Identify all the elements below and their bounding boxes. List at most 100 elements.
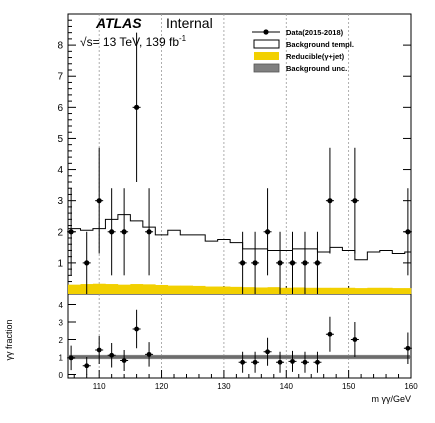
data-point (84, 260, 90, 266)
legend-data-label: Data(2015-2018) (286, 28, 344, 37)
main-y-tick-label: 8 (57, 41, 63, 52)
ratio-data-points (67, 309, 412, 375)
ratio-y-axis-title: γγ fraction (4, 319, 14, 360)
reducible-bin (342, 287, 356, 294)
data-point (240, 260, 246, 266)
data-point (146, 351, 152, 357)
ratio-ticks: 0 1 2 3 4 110 120 130 140 150 160 (59, 286, 418, 391)
data-point (146, 229, 152, 235)
x-axis-title: m γγ/GeV (371, 394, 411, 404)
data-point (352, 198, 358, 204)
data-point (68, 355, 74, 361)
background-uncertainty-band (68, 354, 411, 360)
data-point (315, 359, 320, 365)
reducible-bin (354, 288, 368, 294)
main-panel-frame (67, 13, 412, 295)
legend-background-label: Background templ. (286, 40, 354, 49)
reducible-bin (130, 284, 144, 294)
data-point (121, 358, 127, 363)
background-template-histogram (68, 214, 411, 261)
ratio-y-tick-label: 4 (59, 301, 64, 310)
energy-label-text: √s= 13 TeV, 139 fb (80, 35, 179, 49)
main-y-tick-label: 5 (57, 134, 63, 145)
legend-item-background: Background templ. (253, 39, 354, 49)
reducible-bin (329, 287, 343, 294)
main-y-tick-label: 4 (57, 165, 63, 176)
legend-reducible-swatch (254, 52, 279, 60)
data-point (252, 260, 258, 266)
energy-label: √s= 13 TeV, 139 fb-1 (80, 34, 187, 49)
reducible-bin (205, 286, 218, 294)
reducible-bin (180, 285, 194, 294)
reducible-bin (68, 284, 81, 294)
legend-item-reducible: Reducible(γ+jet) (254, 52, 345, 61)
data-point (240, 359, 246, 365)
reducible-bin (242, 287, 256, 294)
data-point (96, 198, 102, 204)
reducible-bin (217, 286, 231, 294)
reducible-bin (304, 287, 318, 294)
reducible-bin (142, 284, 156, 294)
reducible-bin (317, 287, 331, 294)
reducible-histogram (68, 283, 412, 294)
reducible-bin (280, 287, 293, 294)
data-point (352, 337, 358, 342)
data-point (109, 352, 115, 358)
data-point (265, 349, 270, 355)
reducible-bin (292, 287, 306, 294)
data-point (327, 331, 333, 337)
data-point (405, 345, 411, 351)
reducible-bin (255, 287, 268, 294)
reducible-bin (392, 288, 406, 294)
main-y-tick-label: 3 (57, 196, 63, 207)
reducible-bin (404, 288, 412, 294)
main-y-tick-label: 2 (57, 227, 63, 238)
internal-label: Internal (166, 15, 213, 31)
data-point (96, 347, 102, 353)
legend: Data(2015-2018) Background templ. Reduci… (252, 28, 354, 73)
x-tick-label: 110 (93, 382, 106, 391)
reducible-bin (230, 286, 243, 294)
reducible-bin (367, 287, 381, 294)
x-tick-label: 150 (342, 382, 356, 391)
data-point (302, 260, 308, 266)
legend-item-uncertainty: Background unc. (253, 63, 347, 73)
reducible-bin (267, 287, 281, 294)
data-point (314, 260, 321, 266)
reducible-bin (92, 283, 106, 294)
main-y-tick-label: 6 (57, 103, 63, 114)
energy-label-superscript: -1 (179, 34, 187, 43)
x-tick-label: 120 (155, 382, 169, 391)
ratio-y-tick-label: 3 (59, 319, 64, 328)
ratio-panel-frame (67, 293, 412, 379)
reducible-bin (192, 285, 206, 294)
reducible-bin (379, 287, 393, 294)
legend-uncertainty-label: Background unc. (286, 64, 347, 73)
reducible-bin (167, 285, 181, 294)
x-tick-label: 130 (217, 382, 231, 391)
ratio-y-tick-label: 0 (59, 371, 64, 380)
main-y-tick-label: 1 (57, 258, 63, 269)
data-point (68, 229, 74, 235)
data-point (277, 260, 283, 266)
main-data-points (67, 32, 412, 294)
reducible-bin (155, 284, 169, 294)
data-point (277, 359, 283, 365)
legend-data-marker (263, 29, 269, 35)
data-point (290, 358, 295, 364)
reducible-bin (117, 284, 131, 294)
data-point (264, 229, 271, 235)
main-y-ticks: 1 2 3 4 5 6 7 8 (57, 19, 411, 289)
data-point (121, 229, 127, 235)
data-point (289, 260, 296, 266)
x-tick-label: 140 (280, 382, 294, 391)
data-point (405, 229, 411, 235)
data-point (252, 359, 258, 365)
data-point (302, 359, 308, 365)
legend-item-data: Data(2015-2018) (252, 28, 344, 37)
legend-background-swatch (253, 39, 280, 49)
reducible-bin (105, 284, 119, 294)
data-point (134, 326, 140, 332)
ratio-y-tick-label: 1 (59, 354, 64, 363)
